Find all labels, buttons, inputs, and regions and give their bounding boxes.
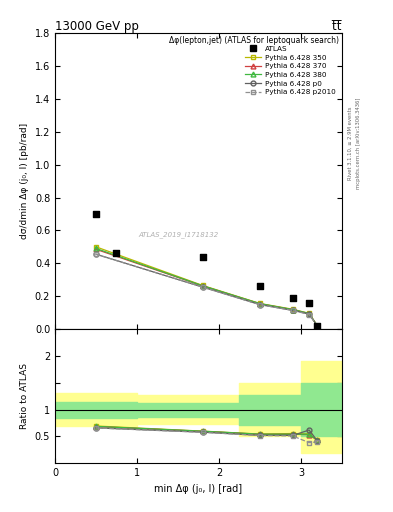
Legend: ATLAS, Pythia 6.428 350, Pythia 6.428 370, Pythia 6.428 380, Pythia 6.428 p0, Py: ATLAS, Pythia 6.428 350, Pythia 6.428 37…: [242, 43, 338, 98]
Text: 13000 GeV pp: 13000 GeV pp: [55, 20, 139, 33]
Y-axis label: dσ/dmin Δφ (j₀, l) [pb/rad]: dσ/dmin Δφ (j₀, l) [pb/rad]: [20, 123, 29, 239]
Point: [257, 282, 263, 290]
Point: [113, 249, 119, 258]
Text: Rivet 3.1.10, ≥ 2.9M events: Rivet 3.1.10, ≥ 2.9M events: [348, 106, 353, 180]
Point: [306, 300, 312, 308]
Text: t̅t̅: t̅t̅: [332, 20, 342, 33]
Point: [314, 322, 320, 330]
Point: [199, 252, 206, 261]
Text: Δφ(lepton,jet) (ATLAS for leptoquark search): Δφ(lepton,jet) (ATLAS for leptoquark sea…: [169, 36, 339, 45]
Y-axis label: Ratio to ATLAS: Ratio to ATLAS: [20, 363, 29, 429]
Point: [290, 294, 296, 302]
X-axis label: min Δφ (j₀, l) [rad]: min Δφ (j₀, l) [rad]: [154, 484, 242, 494]
Point: [93, 210, 99, 218]
Text: mcplots.cern.ch [arXiv:1306.3436]: mcplots.cern.ch [arXiv:1306.3436]: [356, 98, 361, 189]
Text: ATLAS_2019_I1718132: ATLAS_2019_I1718132: [138, 231, 219, 238]
